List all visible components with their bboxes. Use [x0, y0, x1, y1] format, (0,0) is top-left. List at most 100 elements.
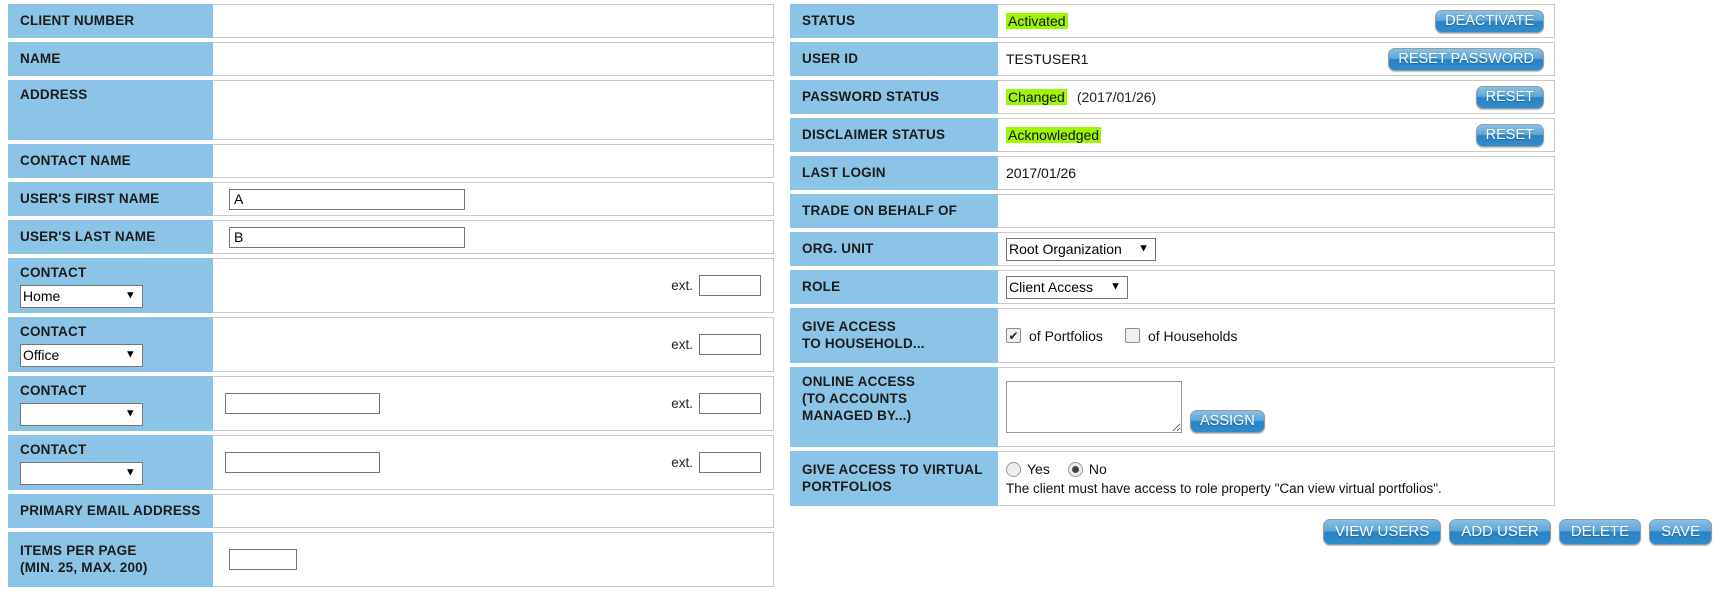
label-org-unit: ORG. UNIT	[790, 232, 998, 266]
virtual-portfolios-line1: GIVE ACCESS TO VIRTUAL	[802, 461, 983, 477]
value-last-login: 2017/01/26	[998, 156, 1555, 190]
row-last-name: USER'S LAST NAME	[8, 220, 774, 254]
label-online-access: ONLINE ACCESS (TO ACCOUNTS MANAGED BY...…	[790, 367, 998, 447]
action-bar: VIEW USERS ADD USER DELETE SAVE	[1323, 519, 1712, 545]
reset-disclaimer-button[interactable]: RESET	[1475, 123, 1544, 147]
users-first-name-input[interactable]	[229, 188, 465, 210]
value-name[interactable]	[213, 42, 774, 76]
contact-2-type-select-wrap: Office ▼	[20, 343, 143, 367]
cell-online-access: ASSIGN	[998, 367, 1555, 447]
contact-1-type-select[interactable]: Home	[20, 284, 143, 308]
items-per-page-input[interactable]	[229, 549, 297, 570]
items-per-page-label-line1: ITEMS PER PAGE	[20, 542, 137, 558]
row-first-name: USER'S FIRST NAME	[8, 182, 774, 216]
contact-1-ext-input[interactable]	[699, 275, 761, 296]
role-select[interactable]: Client Access	[1006, 275, 1128, 299]
cell-users-last-name	[213, 220, 774, 254]
org-unit-select[interactable]: Root Organization	[1006, 237, 1156, 261]
label-address: ADDRESS	[8, 80, 213, 140]
cell-items-per-page	[213, 532, 774, 587]
contact-2-ext-wrap: ext.	[671, 334, 765, 355]
view-users-button[interactable]: VIEW USERS	[1323, 519, 1442, 545]
give-access-household-line2: TO HOUSEHOLD...	[802, 335, 925, 351]
contact-3-ext-label: ext.	[671, 396, 693, 411]
label-users-first-name: USER'S FIRST NAME	[8, 182, 213, 216]
reset-password-button[interactable]: RESET PASSWORD	[1388, 47, 1544, 71]
virtual-portfolios-note: The client must have access to role prop…	[1006, 481, 1442, 496]
contact-2-type-select[interactable]: Office	[20, 343, 143, 367]
items-per-page-label-line2: (MIN. 25, MAX. 200)	[20, 559, 148, 575]
row-user-id: USER ID TESTUSER1 RESET PASSWORD	[790, 42, 1555, 76]
contact-3-type-select-wrap: ▼	[20, 402, 143, 426]
cell-user-id: TESTUSER1 RESET PASSWORD	[998, 42, 1555, 76]
contact-4-type-select[interactable]	[20, 461, 143, 485]
password-status-badge: Changed	[1006, 89, 1067, 105]
label-primary-email-address: PRIMARY EMAIL ADDRESS	[8, 494, 213, 528]
value-contact-name[interactable]	[213, 144, 774, 178]
contact-4-label-text: CONTACT	[20, 442, 87, 457]
deactivate-button[interactable]: DEACTIVATE	[1435, 9, 1544, 33]
status-badge: Activated	[1006, 13, 1068, 29]
households-checkbox-group[interactable]: of Households	[1124, 327, 1260, 344]
org-unit-select-wrap: Root Organization ▼	[1006, 237, 1156, 261]
contact-2-ext-label: ext.	[671, 337, 693, 352]
users-last-name-input[interactable]	[229, 226, 465, 248]
contact-4-ext-input[interactable]	[699, 452, 761, 473]
virtual-portfolios-no-radio[interactable]	[1067, 461, 1083, 477]
row-address: ADDRESS	[8, 80, 774, 140]
value-primary-email-address[interactable]	[213, 494, 774, 528]
of-portfolios-checkbox[interactable]: ✔	[1006, 328, 1021, 343]
contact-1-ext-label: ext.	[671, 278, 693, 293]
cell-disclaimer-status: Acknowledged RESET	[998, 118, 1555, 152]
online-access-line3: MANAGED BY...)	[802, 407, 912, 423]
contact-3-number-input[interactable]	[225, 393, 380, 414]
of-households-checkbox[interactable]	[1124, 328, 1140, 343]
label-contact-2: CONTACT Office ▼	[8, 317, 213, 372]
contact-4-ext-wrap: ext.	[671, 452, 765, 473]
contact-4-number-input[interactable]	[225, 452, 380, 473]
online-access-controls: ASSIGN	[1006, 375, 1265, 439]
contact-4-type-select-wrap: ▼	[20, 461, 143, 485]
virtual-portfolios-line2: PORTFOLIOS	[802, 478, 892, 494]
cell-contact-2: ext.	[213, 317, 774, 372]
user-account-panel: STATUS Activated DEACTIVATE USER ID TEST…	[790, 4, 1555, 510]
value-client-number[interactable]	[213, 4, 774, 38]
row-disclaimer-status: DISCLAIMER STATUS Acknowledged RESET	[790, 118, 1555, 152]
label-status: STATUS	[790, 4, 998, 38]
cell-virtual-portfolios: Yes No The client must have access to ro…	[998, 451, 1555, 506]
cell-status: Activated DEACTIVATE	[998, 4, 1555, 38]
contact-2-ext-input[interactable]	[699, 334, 761, 355]
cell-password-status: Changed (2017/01/26) RESET	[998, 80, 1555, 114]
add-user-button[interactable]: ADD USER	[1449, 519, 1551, 545]
virtual-portfolios-radio-group[interactable]: Yes No	[1006, 461, 1125, 477]
portfolios-checkbox-group[interactable]: ✔ of Portfolios	[1006, 328, 1125, 344]
contact-1-label-text: CONTACT	[20, 265, 87, 280]
of-households-label: of Households	[1147, 327, 1238, 344]
row-contact-name: CONTACT NAME	[8, 144, 774, 178]
contact-2-label-text: CONTACT	[20, 324, 87, 339]
assign-button[interactable]: ASSIGN	[1190, 410, 1265, 433]
label-client-number: CLIENT NUMBER	[8, 4, 213, 38]
label-users-last-name: USER'S LAST NAME	[8, 220, 213, 254]
value-address[interactable]	[213, 80, 774, 140]
virtual-portfolios-yes-radio[interactable]	[1006, 461, 1021, 477]
cell-contact-3: ext.	[213, 376, 774, 431]
value-trade-on-behalf-of[interactable]	[998, 194, 1555, 228]
of-portfolios-label: of Portfolios	[1029, 327, 1103, 344]
delete-button[interactable]: DELETE	[1558, 519, 1642, 545]
virtual-portfolios-yes-label: Yes	[1027, 461, 1050, 477]
virtual-portfolios-no-label: No	[1088, 461, 1107, 477]
label-disclaimer-status: DISCLAIMER STATUS	[790, 118, 998, 152]
label-trade-on-behalf-of: TRADE ON BEHALF OF	[790, 194, 998, 228]
label-contact-4: CONTACT ▼	[8, 435, 213, 490]
label-user-id: USER ID	[790, 42, 998, 76]
row-contact-2: CONTACT Office ▼ ext.	[8, 317, 774, 372]
row-give-access-household: GIVE ACCESS TO HOUSEHOLD... ✔ of Portfol…	[790, 308, 1555, 363]
reset-password-status-button[interactable]: RESET	[1475, 85, 1544, 109]
contact-3-type-select[interactable]	[20, 402, 143, 426]
contact-3-ext-input[interactable]	[699, 393, 761, 414]
user-id-value: TESTUSER1	[1006, 51, 1089, 67]
online-access-line2: (TO ACCOUNTS	[802, 390, 908, 406]
online-access-textarea[interactable]	[1006, 381, 1182, 433]
save-button[interactable]: SAVE	[1649, 519, 1712, 545]
